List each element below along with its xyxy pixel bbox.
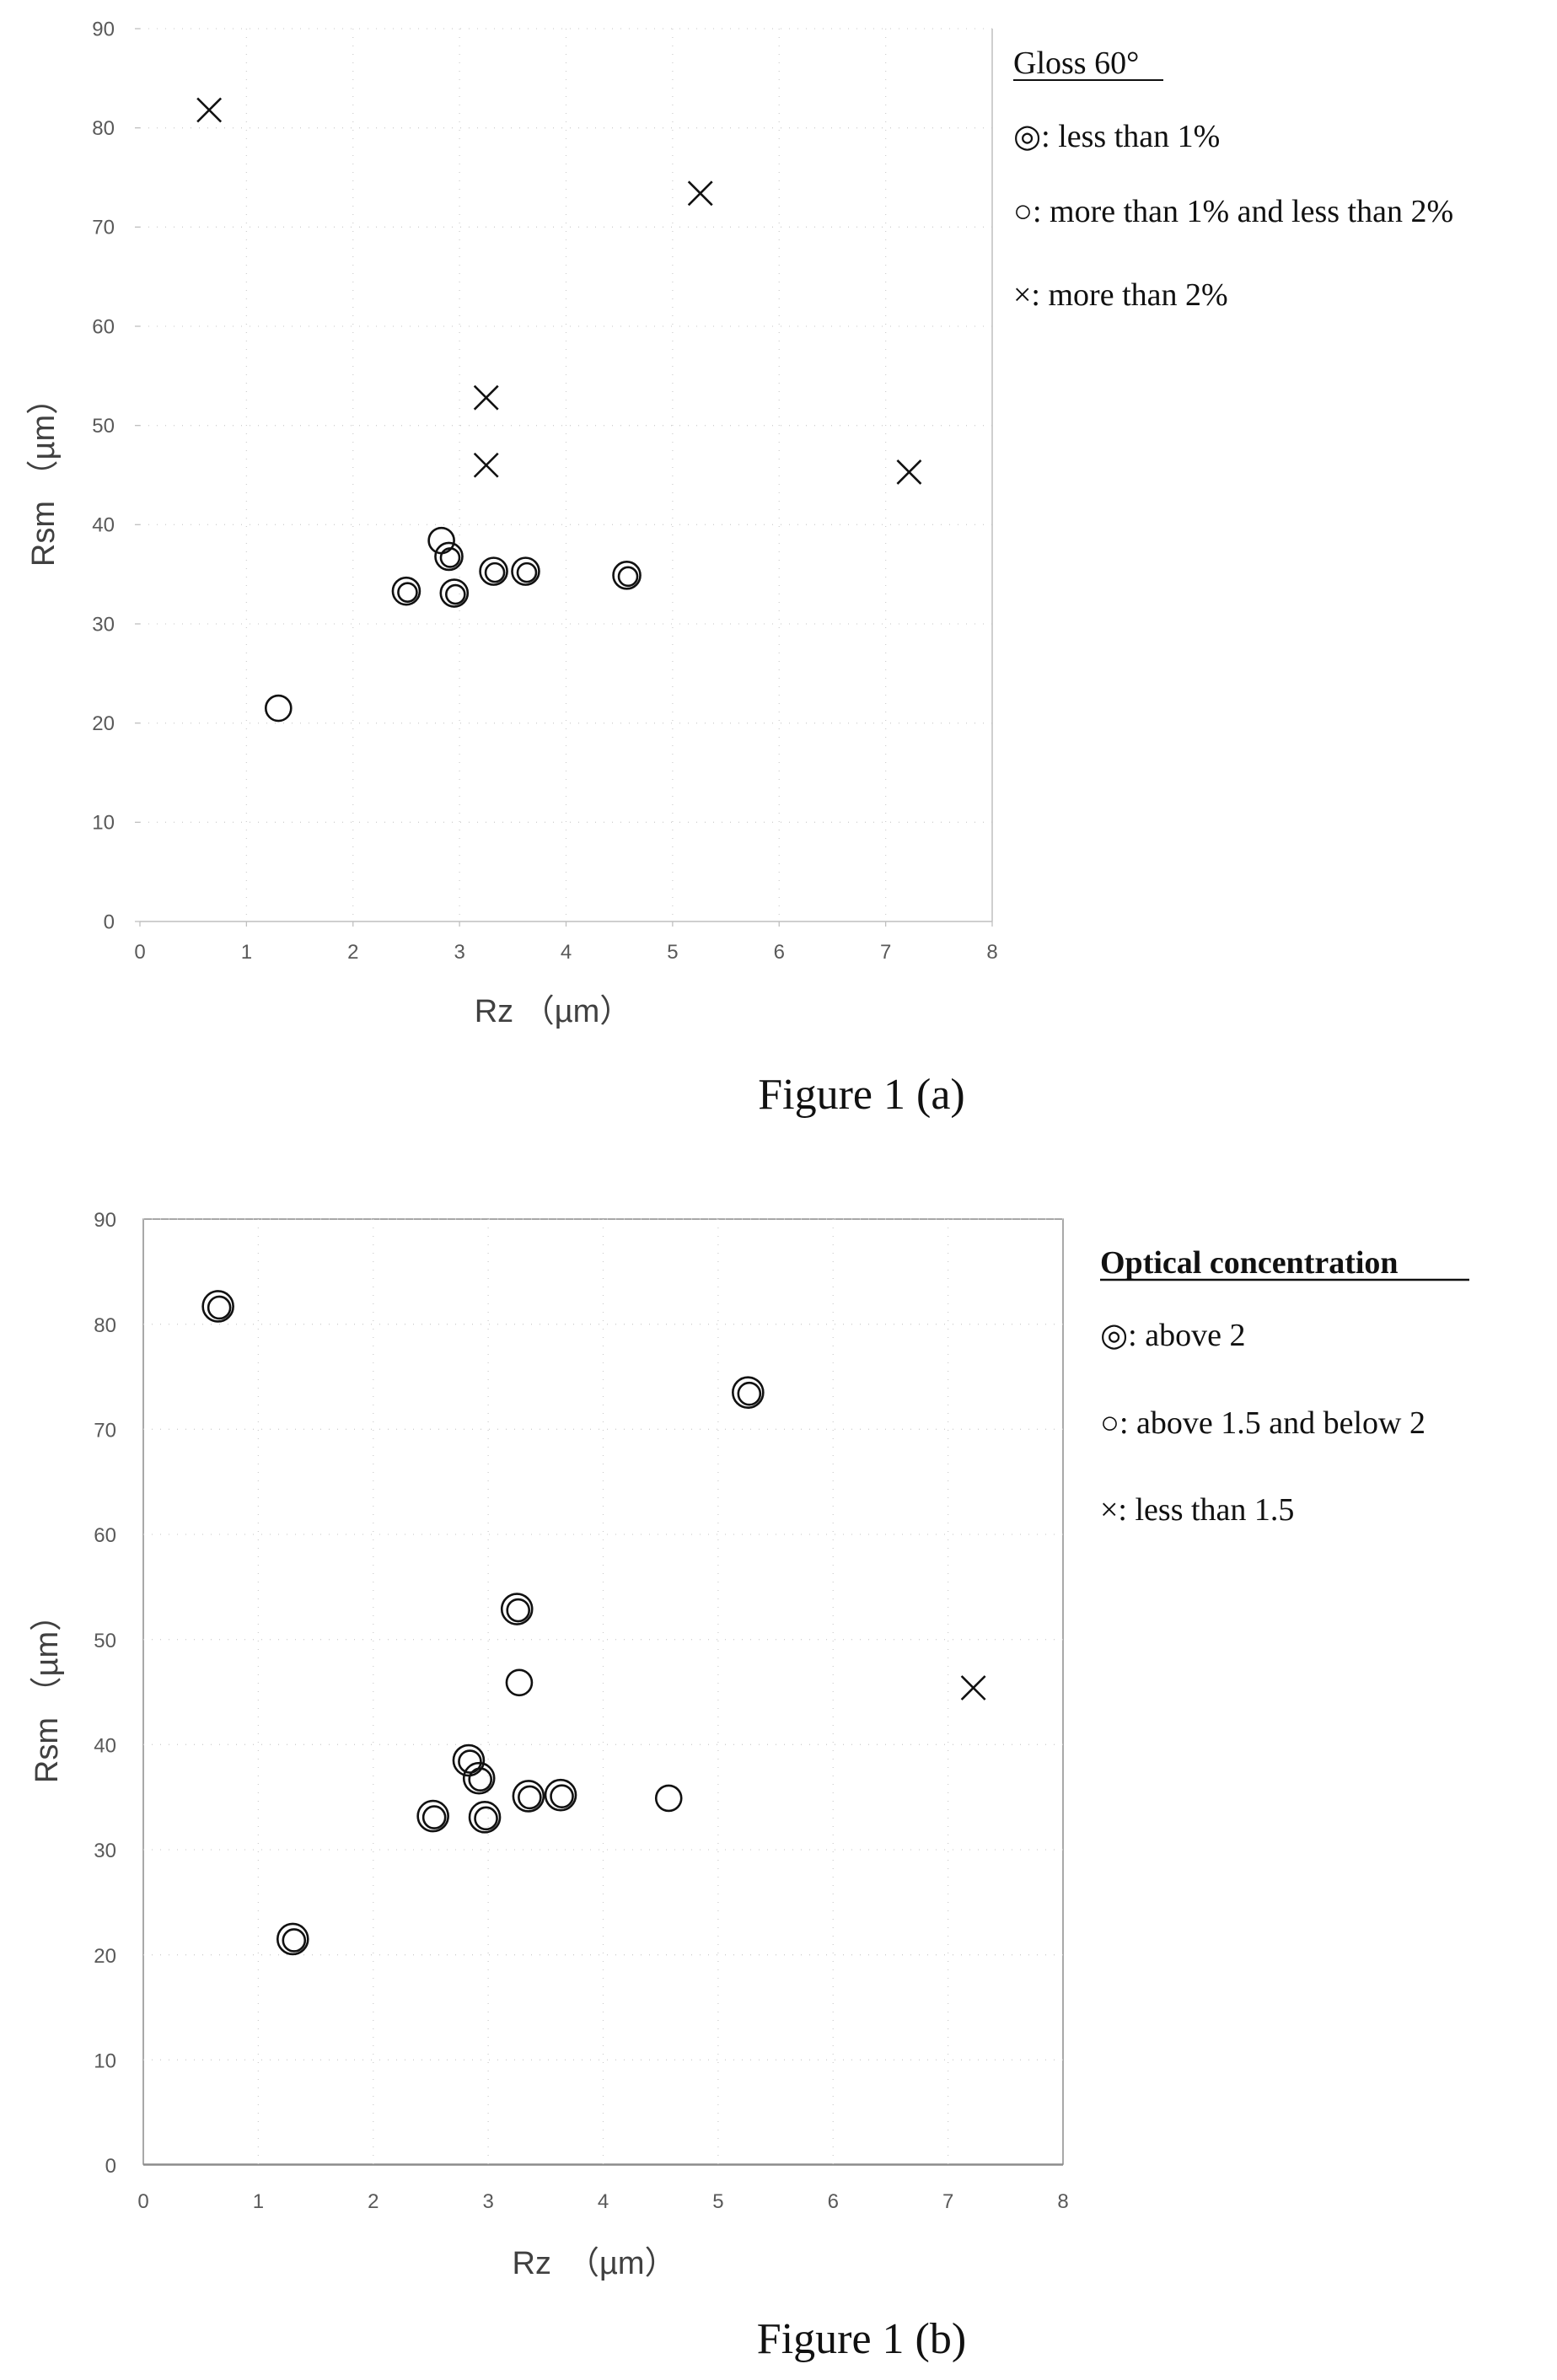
x-tick-label: 7 xyxy=(880,941,891,964)
x-tick-label: 3 xyxy=(454,941,464,964)
y-tick-label: 40 xyxy=(92,514,115,537)
x-tick-label: 0 xyxy=(134,941,145,964)
x-tick-label: 3 xyxy=(482,2190,493,2213)
y-axis-title-a: Rsm （µm） xyxy=(26,383,62,567)
legend-entry-circle-b: ○: above 1.5 and below 2 xyxy=(1100,1405,1425,1441)
y-tick-label: 60 xyxy=(92,315,115,338)
y-tick-label: 30 xyxy=(94,1840,116,1862)
y-tick-label: 10 xyxy=(94,2050,116,2072)
legend-b: Optical concentration ◎: above 2 ○: abov… xyxy=(1100,1245,1469,1528)
data-point-double-circle xyxy=(434,541,464,572)
data-point-cross xyxy=(687,180,713,207)
y-tick-labels-a: 0 10 20 30 40 50 60 70 80 90 xyxy=(92,18,140,933)
x-tick-label: 1 xyxy=(241,941,252,964)
y-tick-label: 0 xyxy=(104,911,115,933)
data-point-double-circle xyxy=(612,561,642,590)
data-point-double-circle xyxy=(511,556,540,586)
x-tick-label: 4 xyxy=(598,2190,609,2213)
data-point-cross xyxy=(196,97,223,123)
figure-caption-b: Figure 1 (b) xyxy=(757,2315,966,2363)
x-tick-labels-b: 0 1 2 3 4 5 6 7 8 xyxy=(137,2190,1068,2213)
scatter-chart-b: 0 10 20 30 40 50 60 70 80 90 0 1 2 3 4 5 6 7 8 Rz （µm） Rs… xyxy=(30,1209,1469,2363)
y-tick-label: 20 xyxy=(92,712,115,735)
y-tick-label: 80 xyxy=(92,117,115,140)
data-point-double-circle xyxy=(479,556,508,586)
y-tick-label: 0 xyxy=(105,2155,116,2178)
x-tick-label: 6 xyxy=(774,941,785,964)
data-point-double-circle xyxy=(452,1743,486,1777)
legend-entry-cross-b: ×: less than 1.5 xyxy=(1100,1492,1294,1528)
data-point-circle xyxy=(654,1784,683,1813)
data-point-double-circle xyxy=(462,1761,496,1795)
x-tick-label: 2 xyxy=(347,941,358,964)
x-tick-label: 7 xyxy=(942,2190,953,2213)
scatter-chart-a: 0 10 20 30 40 50 60 70 80 90 0 1 2 3 4 5 6 7 8 Rz （µm） Rs… xyxy=(26,18,1453,1119)
x-axis-title-a: Rz （µm） xyxy=(475,994,632,1029)
data-points-a xyxy=(196,97,922,723)
data-point-double-circle xyxy=(732,1376,765,1409)
y-tick-labels-b: 0 10 20 30 40 50 60 70 80 90 xyxy=(94,1209,116,2178)
x-tick-label: 6 xyxy=(828,2190,839,2213)
y-tick-label: 60 xyxy=(94,1524,116,1547)
data-point-cross xyxy=(473,452,499,478)
data-point-cross xyxy=(896,459,922,485)
y-tick-label: 30 xyxy=(92,613,115,636)
data-point-circle xyxy=(427,526,455,555)
x-tick-label: 5 xyxy=(712,2190,723,2213)
data-point-double-circle xyxy=(201,1290,234,1323)
y-tick-label: 20 xyxy=(94,1945,116,1968)
y-tick-label: 70 xyxy=(94,1419,116,1442)
figure-caption-a: Figure 1 (a) xyxy=(758,1071,964,1119)
legend-title-b: Optical concentration xyxy=(1100,1245,1399,1281)
data-point-circle xyxy=(505,1668,534,1697)
legend-entry-double-circle-a: ◎: less than 1% xyxy=(1013,119,1220,154)
legend-entry-circle-a: ○: more than 1% and less than 2% xyxy=(1013,194,1453,229)
data-point-double-circle xyxy=(512,1780,545,1813)
plot-grid-b xyxy=(143,1218,1063,2165)
y-tick-label: 50 xyxy=(94,1630,116,1652)
y-tick-label: 50 xyxy=(92,415,115,438)
data-point-cross xyxy=(473,384,499,411)
y-axis-title-b: Rsm （µm） xyxy=(30,1599,65,1783)
x-axis-title-b: Rz （µm） xyxy=(513,2246,677,2281)
legend-title-a: Gloss 60° xyxy=(1013,46,1139,81)
legend-entry-double-circle-b: ◎: above 2 xyxy=(1100,1318,1245,1353)
data-point-double-circle xyxy=(276,1922,309,1956)
x-tick-labels-a: 0 1 2 3 4 5 6 7 8 xyxy=(134,921,998,964)
data-points-b xyxy=(201,1290,986,1956)
y-tick-label: 10 xyxy=(92,812,115,835)
x-tick-label: 8 xyxy=(986,941,997,964)
data-point-double-circle xyxy=(544,1778,577,1812)
data-point-double-circle xyxy=(468,1801,502,1834)
y-tick-label: 90 xyxy=(92,18,115,40)
x-tick-label: 1 xyxy=(253,2190,264,2213)
data-point-cross xyxy=(960,1675,986,1700)
legend-a: Gloss 60° ◎: less than 1% ○: more than 1… xyxy=(1013,46,1453,313)
x-tick-label: 5 xyxy=(667,941,678,964)
x-tick-label: 0 xyxy=(137,2190,148,2213)
data-point-circle xyxy=(264,694,293,723)
y-tick-label: 90 xyxy=(94,1209,116,1232)
y-tick-label: 70 xyxy=(92,217,115,239)
y-tick-label: 40 xyxy=(94,1734,116,1757)
y-tick-label: 80 xyxy=(94,1314,116,1337)
x-tick-label: 4 xyxy=(561,941,572,964)
x-tick-label: 8 xyxy=(1057,2190,1068,2213)
data-point-double-circle xyxy=(391,576,421,606)
data-point-double-circle xyxy=(416,1799,449,1833)
x-tick-label: 2 xyxy=(368,2190,379,2213)
legend-entry-cross-a: ×: more than 2% xyxy=(1013,277,1228,313)
data-point-double-circle xyxy=(439,578,470,608)
data-point-double-circle xyxy=(500,1593,534,1625)
plot-grid-a xyxy=(140,28,992,921)
